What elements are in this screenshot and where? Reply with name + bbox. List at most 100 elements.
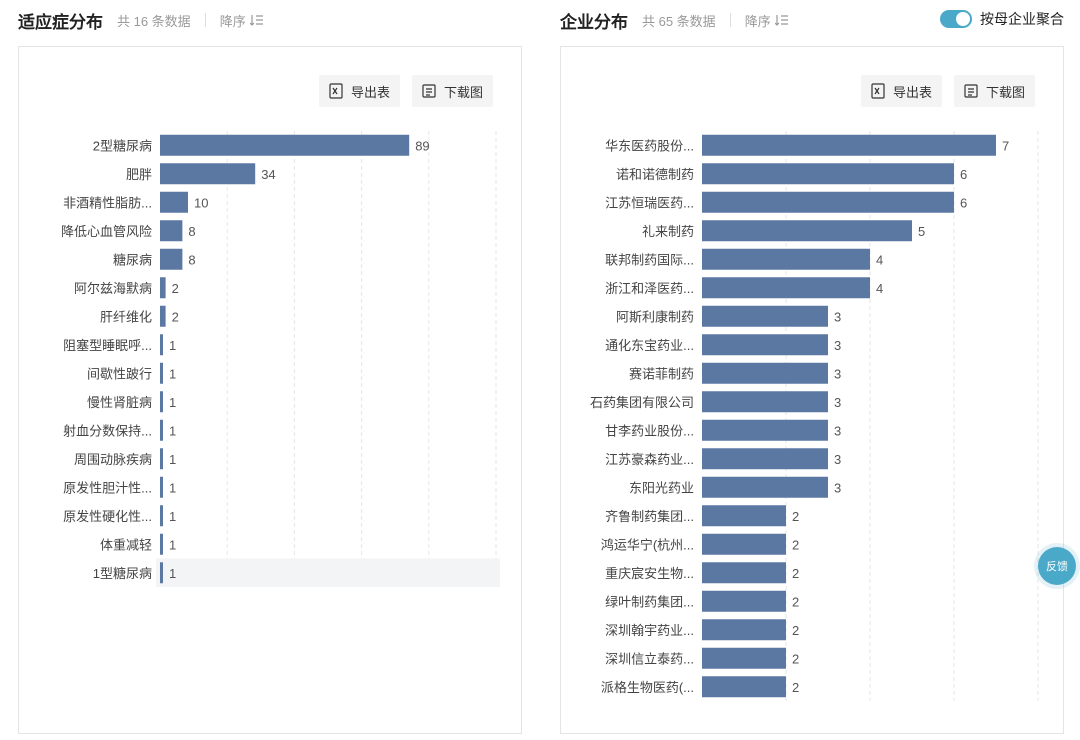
category-label: 诺和诺德制药	[616, 167, 694, 182]
value-label: 1	[169, 509, 176, 524]
category-label: 间歇性跛行	[87, 366, 152, 381]
export-table-button[interactable]: 导出表	[318, 75, 400, 107]
bar[interactable]	[702, 676, 786, 698]
category-label: 深圳信立泰药...	[605, 651, 694, 666]
category-label: 阿斯利康制药	[616, 309, 694, 324]
company-title: 企业分布	[560, 12, 628, 32]
value-label: 89	[415, 138, 429, 153]
category-label: 绿叶制药集团...	[605, 594, 694, 609]
category-label: 降低心血管风险	[61, 224, 152, 239]
category-label: 1型糖尿病	[93, 566, 152, 581]
category-label: 射血分数保持...	[63, 423, 152, 438]
company-count: 共 65 条数据	[642, 13, 716, 29]
value-label: 1	[169, 566, 176, 581]
value-label: 1	[169, 338, 176, 353]
company-header: 企业分布 共 65 条数据 降序	[560, 0, 789, 40]
sort-label: 降序	[744, 13, 771, 29]
company-toolbar: 导出表 下载图	[860, 75, 1035, 107]
value-label: 2	[172, 281, 179, 296]
bar[interactable]	[702, 419, 828, 441]
value-label: 2	[172, 309, 179, 324]
bar[interactable]	[702, 619, 786, 641]
download-chart-button[interactable]: 下载图	[953, 75, 1035, 107]
document-icon	[422, 84, 436, 98]
value-label: 4	[876, 252, 883, 267]
bar[interactable]	[702, 533, 786, 555]
bar[interactable]	[702, 334, 828, 356]
value-label: 5	[918, 224, 925, 239]
category-label: 非酒精性脂肪...	[63, 195, 152, 210]
bar[interactable]	[702, 448, 828, 470]
bar[interactable]	[160, 448, 163, 470]
bar[interactable]	[160, 476, 163, 498]
value-label: 8	[188, 224, 195, 239]
bar[interactable]	[160, 163, 256, 185]
document-icon	[964, 84, 978, 98]
category-label: 浙江和泽医药...	[605, 281, 694, 296]
bar[interactable]	[160, 419, 163, 441]
bar[interactable]	[160, 134, 410, 156]
category-label: 深圳翰宇药业...	[605, 623, 694, 638]
bar[interactable]	[160, 334, 163, 356]
grid-lines	[226, 131, 497, 587]
excel-icon	[329, 83, 343, 99]
divider	[729, 13, 731, 27]
export-table-button[interactable]: 导出表	[860, 75, 942, 107]
category-label: 礼来制药	[642, 224, 694, 239]
category-label: 甘李药业股份...	[605, 423, 694, 438]
category-label: 东阳光药业	[629, 480, 694, 495]
bar[interactable]	[160, 391, 163, 413]
bar[interactable]	[160, 248, 183, 270]
value-label: 2	[792, 680, 799, 695]
bar[interactable]	[702, 505, 786, 527]
bar[interactable]	[702, 647, 786, 669]
bar[interactable]	[160, 305, 166, 327]
bar[interactable]	[702, 476, 828, 498]
bar[interactable]	[702, 277, 870, 299]
value-label: 3	[834, 309, 841, 324]
value-label: 3	[834, 366, 841, 381]
bar[interactable]	[160, 277, 166, 299]
bar[interactable]	[702, 562, 786, 584]
company-sort-button[interactable]: 降序	[745, 11, 789, 30]
category-label: 糖尿病	[113, 252, 152, 267]
value-label: 7	[1002, 138, 1009, 153]
bar[interactable]	[702, 248, 870, 270]
sort-desc-icon	[774, 15, 788, 26]
indication-count: 共 16 条数据	[117, 13, 191, 29]
bar[interactable]	[702, 391, 828, 413]
feedback-button[interactable]: 反馈	[1038, 547, 1076, 585]
category-label: 齐鲁制药集团...	[605, 509, 694, 524]
value-label: 2	[792, 566, 799, 581]
category-label: 周围动脉疾病	[74, 452, 152, 467]
bar[interactable]	[160, 505, 163, 527]
value-label: 3	[834, 423, 841, 438]
bar[interactable]	[160, 220, 183, 242]
category-label: 江苏豪森药业...	[605, 452, 694, 467]
bar[interactable]	[160, 533, 163, 555]
bar[interactable]	[702, 362, 828, 384]
bar[interactable]	[702, 134, 996, 156]
export-label: 导出表	[892, 84, 932, 100]
bar[interactable]	[702, 305, 828, 327]
bar[interactable]	[160, 191, 188, 213]
value-label: 10	[194, 195, 208, 210]
indication-sort-button[interactable]: 降序	[220, 11, 264, 30]
indication-toolbar: 导出表 下载图	[318, 75, 493, 107]
excel-icon	[871, 83, 885, 99]
value-label: 8	[188, 252, 195, 267]
bar[interactable]	[702, 191, 954, 213]
bar[interactable]	[160, 562, 163, 584]
toggle-switch[interactable]	[940, 10, 972, 28]
download-chart-button[interactable]: 下载图	[411, 75, 493, 107]
value-label: 6	[960, 195, 967, 210]
sort-label: 降序	[219, 13, 246, 29]
indication-header: 适应症分布 共 16 条数据 降序	[18, 0, 264, 40]
bar[interactable]	[702, 220, 912, 242]
bar[interactable]	[160, 362, 163, 384]
bar[interactable]	[702, 590, 786, 612]
bar[interactable]	[702, 163, 954, 185]
category-label: 慢性肾脏病	[87, 395, 152, 410]
download-label: 下载图	[985, 84, 1025, 100]
aggregate-parent-toggle[interactable]: 按母企业聚合	[940, 9, 1064, 29]
